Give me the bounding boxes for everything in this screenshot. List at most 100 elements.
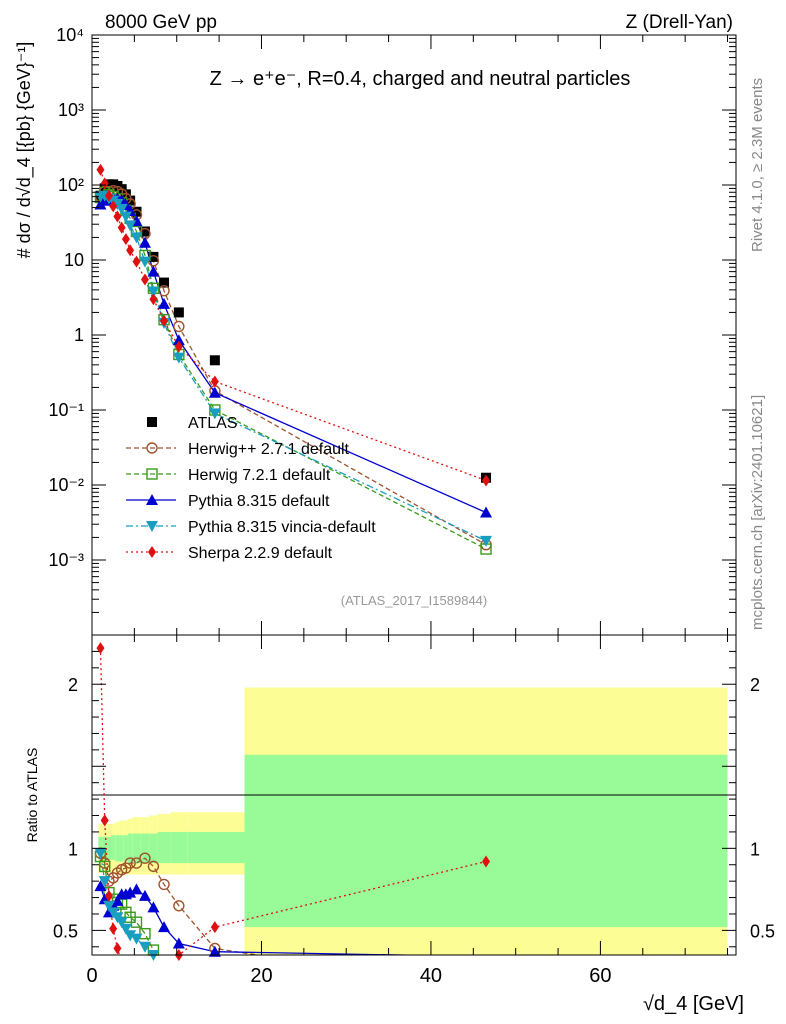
analysis-id: (ATLAS_2017_I1589844)	[341, 593, 487, 608]
ratio-band-inner	[149, 833, 158, 864]
ratio-point-0	[139, 852, 151, 864]
data-point-5	[160, 314, 169, 327]
ratio-band-inner	[187, 831, 245, 864]
data-point-5	[174, 340, 183, 353]
data-point-5	[126, 244, 135, 257]
data-point-0	[131, 206, 142, 217]
data-point-5	[121, 233, 130, 246]
main-y-tick-label: 1	[74, 325, 84, 345]
data-point-5	[100, 177, 109, 190]
legend-marker	[146, 442, 158, 454]
legend-marker	[146, 494, 158, 505]
ratio-frame	[91, 634, 737, 956]
series-line-1	[99, 190, 487, 546]
data-point-5	[117, 221, 126, 234]
main-y-tick-label: 10⁴	[56, 25, 84, 45]
series-line-4	[100, 195, 487, 542]
ratio-point-3	[119, 923, 132, 935]
x-axis-label: √d_4 [GeV]	[643, 993, 744, 1015]
ratio-x-tick-label: 20	[250, 965, 272, 987]
ratio-y-tick-label-right: 2	[750, 675, 760, 695]
ratio-point-4	[210, 921, 219, 934]
data-point-5	[210, 375, 219, 388]
header-left: 8000 GeV pp	[105, 12, 217, 33]
legend-label: Herwig++ 2.7.1 default	[188, 441, 350, 458]
ratio-point-2	[111, 894, 124, 906]
mcplots-label: mcplots.cern.ch [arXiv:2401.10621]	[749, 395, 766, 630]
legend-label: Sherpa 2.2.9 default	[188, 545, 333, 562]
data-point-5	[104, 189, 113, 202]
main-x-ticks	[91, 35, 729, 635]
data-point-5	[96, 163, 105, 176]
ratio-line-0	[99, 853, 261, 955]
data-point-3	[208, 386, 221, 398]
ratio-band-inner	[119, 835, 124, 862]
data-point-4	[115, 203, 128, 215]
data-point-3	[158, 297, 171, 309]
legend-label: Herwig 7.2.1 default	[188, 467, 331, 484]
ratio-band-inner	[111, 835, 116, 860]
ratio-band-inner	[157, 831, 171, 864]
data-point-5	[482, 474, 491, 487]
ratio-point-3	[138, 941, 151, 953]
data-point-0	[139, 226, 150, 237]
ratio-point-2	[130, 883, 143, 895]
data-point-0	[173, 307, 184, 318]
ratio-point-1	[130, 916, 143, 928]
main-y-tick-label: 10	[64, 250, 84, 270]
data-point-3	[480, 506, 493, 518]
ratio-point-0	[124, 857, 136, 869]
legend-label: ATLAS	[188, 415, 238, 432]
ratio-point-2	[124, 886, 137, 898]
ratio-band-inner	[244, 754, 728, 928]
legend-marker	[146, 468, 158, 480]
ratio-y-axis-label: Ratio to ATLAS	[24, 748, 40, 843]
data-point-0	[209, 355, 220, 366]
legend-marker	[147, 417, 157, 427]
main-y-tick-label: 10³	[58, 100, 84, 120]
ratio-point-0	[173, 900, 185, 912]
ratio-point-0	[147, 860, 160, 873]
ratio-y-ticks: 0.5 0.5 1 1 2 2	[53, 650, 775, 948]
ratio-point-4	[96, 642, 105, 655]
ratio-point-4	[109, 922, 118, 935]
ratio-point-3	[98, 876, 111, 888]
ratio-x-tick-label: 40	[420, 965, 442, 987]
data-point-0	[148, 251, 159, 262]
data-point-1	[173, 320, 185, 333]
data-point-5	[113, 210, 122, 223]
ratio-point-1	[99, 860, 111, 873]
ratio-band-inner	[132, 833, 141, 864]
data-point-4	[480, 535, 493, 547]
ratio-band-inner	[170, 831, 188, 864]
header-right: Z (Drell-Yan)	[626, 12, 733, 33]
ratio-x-tick-label: 60	[589, 965, 611, 987]
data-point-0	[159, 277, 170, 288]
ratio-point-3	[124, 930, 137, 942]
ratio-y-tick-label-right: 1	[750, 839, 760, 859]
data-point-4	[138, 256, 151, 268]
data-point-3	[172, 334, 185, 346]
ratio-point-2	[158, 921, 171, 933]
ratio-y-tick-label-left: 0.5	[53, 921, 78, 941]
ratio-point-4	[100, 814, 109, 827]
legend-label: Pythia 8.315 vincia-default	[188, 519, 376, 536]
ratio-point-2	[94, 880, 107, 892]
legend-marker	[146, 521, 158, 532]
legend: ATLAS Herwig++ 2.7.1 default Herwig 7.2.1 …	[126, 415, 376, 562]
ratio-point-2	[172, 937, 185, 949]
ratio-band-inner	[128, 833, 133, 864]
data-point-4	[208, 408, 221, 420]
ratio-point-2	[208, 945, 221, 957]
ratio-point-3	[130, 933, 143, 945]
ratio-y-tick-label-right: 0.5	[750, 921, 775, 941]
data-point-4	[124, 220, 137, 232]
ratio-point-2	[138, 889, 151, 901]
rivet-label: Rivet 4.1.0, ≥ 2.3M events	[749, 78, 766, 252]
ratio-y-tick-label-left: 2	[68, 675, 78, 695]
ratio-point-3	[102, 900, 115, 912]
ratio-point-0	[158, 878, 170, 891]
ratio-point-0	[130, 857, 143, 869]
series-line-3	[100, 197, 487, 514]
data-point-4	[130, 232, 143, 244]
